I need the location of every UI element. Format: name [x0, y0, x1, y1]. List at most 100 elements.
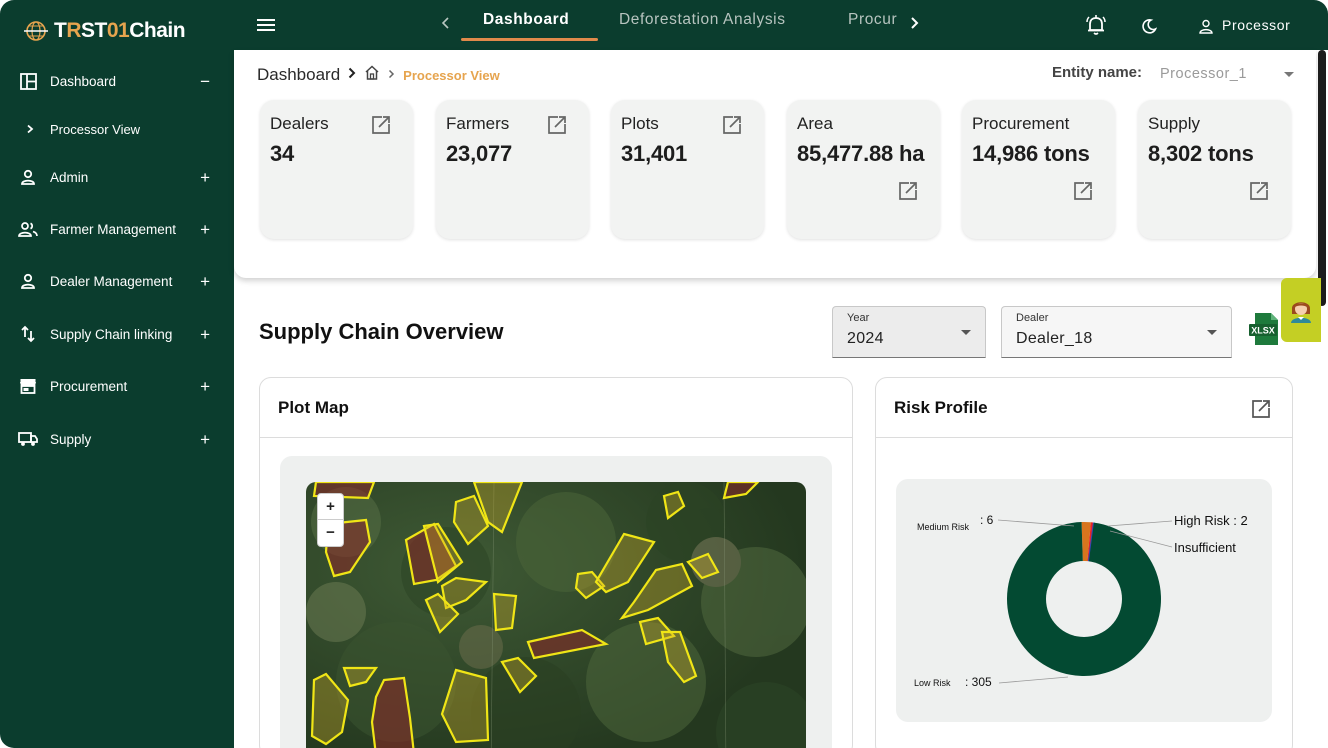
open-external-icon[interactable]	[897, 180, 919, 202]
summary-card: Dashboard Processor View Entity name: Pr…	[234, 50, 1316, 278]
dropdown-caret-icon[interactable]	[1284, 72, 1294, 77]
tab-procurement[interactable]: Procur	[848, 11, 898, 28]
sidebar-item-label: Farmer Management	[50, 221, 177, 237]
sidebar-item-farmer-management[interactable]: Farmer Management +	[0, 209, 234, 249]
zoom-in-button[interactable]: +	[318, 494, 343, 520]
stat-value: 14,986 tons	[972, 141, 1090, 166]
stat-card-procurement[interactable]: Procurement 14,986 tons	[962, 100, 1115, 239]
risk-chart-area: Medium Risk : 6 High Risk : 2 Insufficie…	[896, 479, 1272, 722]
medium-risk-leader-line	[997, 519, 1075, 527]
sidebar-item-dealer-management[interactable]: Dealer Management +	[0, 261, 234, 301]
risk-profile-panel: Risk Profile Medium Risk : 6 High Risk :…	[875, 377, 1293, 748]
sidebar-item-supply[interactable]: Supply +	[0, 419, 234, 459]
high-risk-label: High Risk : 2	[1174, 513, 1248, 528]
map-container: + −	[280, 456, 832, 748]
dealer-select-label: Dealer	[1016, 312, 1049, 324]
assistant-avatar-icon	[1291, 302, 1311, 323]
open-external-icon[interactable]	[721, 114, 743, 136]
sidebar-item-supply-chain-linking[interactable]: Supply Chain linking +	[0, 314, 234, 354]
dropdown-caret-icon[interactable]	[961, 330, 971, 335]
dealer-select[interactable]: Dealer Dealer_18	[1001, 306, 1232, 358]
satellite-map[interactable]: + −	[306, 482, 806, 748]
stat-card-area[interactable]: Area 85,477.88 ha	[787, 100, 940, 239]
xlsx-label: XLSX	[1251, 326, 1275, 336]
active-tab-indicator	[461, 38, 598, 41]
assistant-avatar-button[interactable]	[1281, 278, 1321, 342]
sidebar-item-label: Supply	[50, 431, 92, 447]
map-canvas[interactable]	[306, 482, 806, 748]
stat-title: Area	[797, 114, 833, 133]
sidebar-item-dashboard[interactable]: Dashboard −	[0, 61, 234, 101]
chevron-right-icon	[20, 119, 40, 139]
medium-risk-value: : 6	[980, 513, 994, 527]
open-external-icon[interactable]	[1250, 398, 1272, 420]
expand-icon[interactable]: +	[200, 219, 210, 239]
chevron-right-icon	[388, 66, 395, 84]
high-risk-leader-line	[1107, 520, 1173, 527]
year-select-label: Year	[847, 312, 870, 324]
tabs-scroll-right-icon[interactable]	[908, 13, 920, 33]
stat-title: Dealers	[270, 114, 329, 133]
panel-title: Plot Map	[278, 398, 349, 417]
stat-value: 8,302 tons	[1148, 141, 1254, 166]
stat-card-supply[interactable]: Supply 8,302 tons	[1138, 100, 1291, 239]
dropdown-caret-icon[interactable]	[1207, 330, 1217, 335]
entity-name-value[interactable]: Processor_1	[1160, 66, 1247, 82]
open-external-icon[interactable]	[546, 114, 568, 136]
stat-card-farmers[interactable]: Farmers 23,077	[436, 100, 589, 239]
stat-title: Supply	[1148, 114, 1200, 133]
open-external-icon[interactable]	[370, 114, 392, 136]
panel-title: Risk Profile	[894, 398, 988, 417]
expand-icon[interactable]: +	[200, 271, 210, 291]
open-external-icon[interactable]	[1072, 180, 1094, 202]
home-icon[interactable]	[364, 65, 380, 85]
risk-donut-chart	[997, 519, 1173, 684]
year-select[interactable]: Year 2024	[832, 306, 986, 358]
hamburger-menu-icon[interactable]	[256, 16, 276, 34]
sidebar-item-label: Procurement	[50, 378, 128, 394]
user-icon[interactable]	[1198, 18, 1214, 34]
dashboard-icon	[18, 71, 38, 91]
expand-icon[interactable]: +	[200, 429, 210, 449]
insufficient-leader-line	[1109, 530, 1173, 548]
collapse-icon[interactable]: −	[200, 71, 210, 91]
sidebar-item-admin[interactable]: Admin +	[0, 157, 234, 197]
sidebar-item-label: Admin	[50, 169, 89, 185]
expand-icon[interactable]: +	[200, 324, 210, 344]
donut-hole	[1046, 561, 1122, 637]
zoom-out-button[interactable]: −	[326, 524, 335, 541]
swap-vertical-icon	[18, 324, 38, 344]
entity-name-label: Entity name:	[1052, 64, 1143, 81]
breadcrumb-current: Processor View	[403, 67, 500, 83]
breadcrumb-root[interactable]: Dashboard	[257, 65, 341, 84]
dealer-select-value[interactable]: Dealer_18	[1016, 330, 1093, 347]
stat-card-plots[interactable]: Plots 31,401	[611, 100, 764, 239]
expand-icon[interactable]: +	[200, 167, 210, 187]
low-risk-label: Low Risk	[914, 678, 951, 688]
user-menu-label[interactable]: Processor	[1222, 17, 1291, 33]
xlsx-export-icon[interactable]: XLSX	[1249, 312, 1279, 346]
sidebar-item-label: Processor View	[50, 121, 141, 137]
sidebar-item-procurement[interactable]: Procurement +	[0, 366, 234, 406]
sidebar-item-processor-view[interactable]: Processor View	[0, 109, 234, 149]
map-zoom-control: + −	[317, 493, 344, 547]
tab-dashboard[interactable]: Dashboard	[483, 11, 570, 28]
panel-header: Risk Profile	[876, 378, 1292, 438]
expand-icon[interactable]: +	[200, 376, 210, 396]
stat-card-dealers[interactable]: Dealers 34	[260, 100, 413, 239]
low-risk-value: : 305	[965, 675, 992, 689]
entity-selector[interactable]: Entity name: Processor_1	[1052, 64, 1294, 82]
top-header: Dashboard Deforestation Analysis Procur …	[234, 0, 1328, 50]
open-external-icon[interactable]	[1248, 180, 1270, 202]
stat-title: Procurement	[972, 114, 1070, 133]
year-select-value[interactable]: 2024	[847, 330, 884, 347]
logo-text: TRST01Chain	[54, 19, 186, 42]
stat-value: 85,477.88 ha	[797, 141, 925, 166]
notification-bell-icon[interactable]	[1084, 13, 1108, 37]
dark-mode-moon-icon[interactable]	[1140, 17, 1158, 35]
tabs-scroll-left-icon[interactable]	[439, 13, 451, 33]
tab-deforestation-analysis[interactable]: Deforestation Analysis	[619, 11, 786, 28]
person-icon	[18, 271, 38, 291]
vertical-scrollbar[interactable]	[1318, 50, 1326, 306]
